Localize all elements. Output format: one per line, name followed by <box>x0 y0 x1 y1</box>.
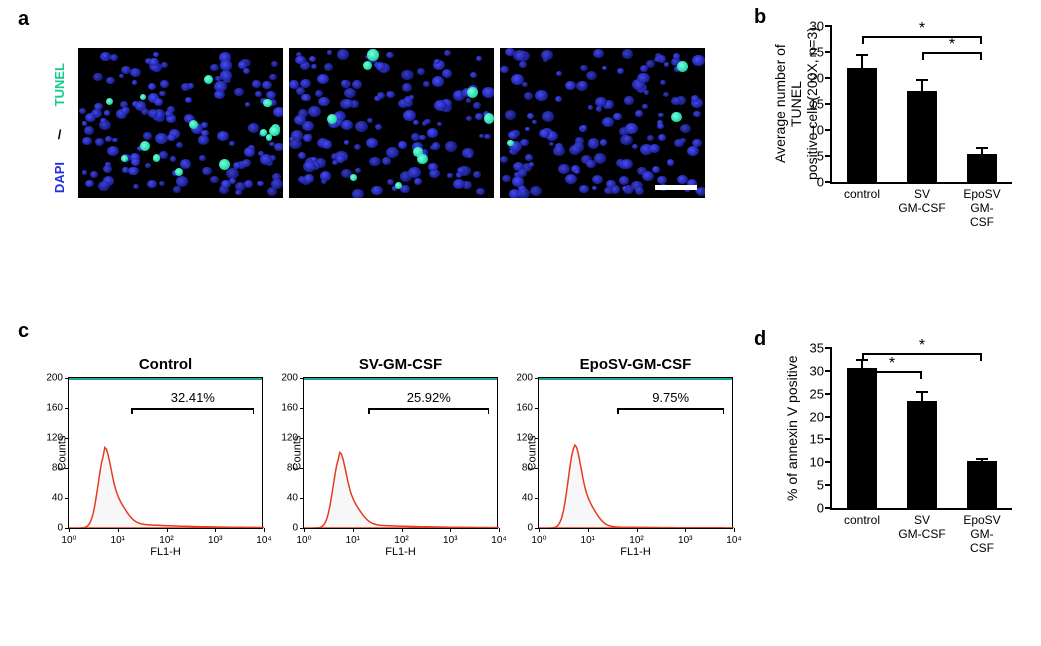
ytick-label: 15 <box>798 432 824 447</box>
facs-title: Control <box>68 356 263 373</box>
facs-plot: CountsFL1-H0408012016020010⁰10¹10²10³10⁴… <box>68 377 263 529</box>
facs-title: SV-GM-CSF <box>303 356 498 373</box>
facs-xlabel: FL1-H <box>69 546 262 558</box>
scale-bar <box>655 185 697 190</box>
bar-xlabel: EpoSVGM-CSF <box>963 188 1000 229</box>
ytick-label: 0 <box>798 501 824 516</box>
ytick-label: 5 <box>798 478 824 493</box>
panel-b: b Average number of TUNELpositive cells(… <box>768 8 1023 238</box>
significance-bracket: * <box>862 30 982 44</box>
bar <box>967 461 997 508</box>
ylabel-dapi: DAPI <box>52 162 67 193</box>
bar-xlabel: EpoSVGM-CSF <box>963 514 1000 555</box>
microscopy-row: ControlSV-GM-CSFEpoSV-GM-CSF <box>78 48 705 198</box>
facs-xlabel: FL1-H <box>304 546 497 558</box>
panel-a-ylabel: TUNEL / DAPI <box>52 53 67 203</box>
ytick-label: 25 <box>798 386 824 401</box>
bar <box>907 401 937 508</box>
ylabel-tunel: TUNEL <box>52 63 67 106</box>
facs-panel: SV-GM-CSF CountsFL1-H0408012016020010⁰10¹… <box>303 356 498 529</box>
bar <box>847 68 877 182</box>
facs-gate: 9.75% <box>617 394 724 414</box>
ytick-label: 5 <box>798 149 824 164</box>
panel-c-label: c <box>18 320 29 343</box>
facs-panel: Control CountsFL1-H0408012016020010⁰10¹10… <box>68 356 263 529</box>
facs-xlabel: FL1-H <box>539 546 732 558</box>
bar <box>907 91 937 182</box>
bar-b-plot: 051015202530controlSVGM-CSFEpoSVGM-CSF** <box>830 26 1012 184</box>
ytick-label: 20 <box>798 409 824 424</box>
panel-d-label: d <box>754 328 766 351</box>
facs-gate: 25.92% <box>368 394 489 414</box>
ytick-label: 30 <box>798 363 824 378</box>
ytick-label: 25 <box>798 45 824 60</box>
facs-title: EpoSV-GM-CSF <box>538 356 733 373</box>
facs-gate: 32.41% <box>131 394 254 414</box>
facs-plot: CountsFL1-H0408012016020010⁰10¹10²10³10⁴… <box>303 377 498 529</box>
facs-plot: CountsFL1-H0408012016020010⁰10¹10²10³10⁴… <box>538 377 733 529</box>
microscopy-2: EpoSV-GM-CSF <box>500 48 705 198</box>
ytick-label: 20 <box>798 71 824 86</box>
panel-d: d % of annexin V positive 05101520253035… <box>768 330 1023 565</box>
significance-bracket: * <box>862 347 982 361</box>
bar <box>967 154 997 182</box>
ytick-label: 0 <box>798 175 824 190</box>
bar-xlabel: control <box>844 514 880 528</box>
significance-bracket: * <box>862 365 922 379</box>
microscopy-0: Control <box>78 48 283 198</box>
ytick-label: 10 <box>798 455 824 470</box>
ylabel-sep: / <box>58 127 62 142</box>
bar-xlabel: control <box>844 188 880 202</box>
significance-bracket: * <box>922 46 982 60</box>
facs-row: Control CountsFL1-H0408012016020010⁰10¹10… <box>68 356 733 529</box>
ytick-label: 15 <box>798 97 824 112</box>
bar-xlabel: SVGM-CSF <box>898 514 945 542</box>
ytick-label: 10 <box>798 123 824 138</box>
facs-panel: EpoSV-GM-CSF CountsFL1-H0408012016020010⁰… <box>538 356 733 529</box>
panel-a-label: a <box>18 8 29 31</box>
ytick-label: 30 <box>798 19 824 34</box>
ytick-label: 35 <box>798 341 824 356</box>
bar <box>847 368 877 508</box>
bar-xlabel: SVGM-CSF <box>898 188 945 216</box>
panel-b-label: b <box>754 6 766 29</box>
microscopy-1: SV-GM-CSF <box>289 48 494 198</box>
bar-d-plot: 05101520253035controlSVGM-CSFEpoSVGM-CSF… <box>830 348 1012 510</box>
